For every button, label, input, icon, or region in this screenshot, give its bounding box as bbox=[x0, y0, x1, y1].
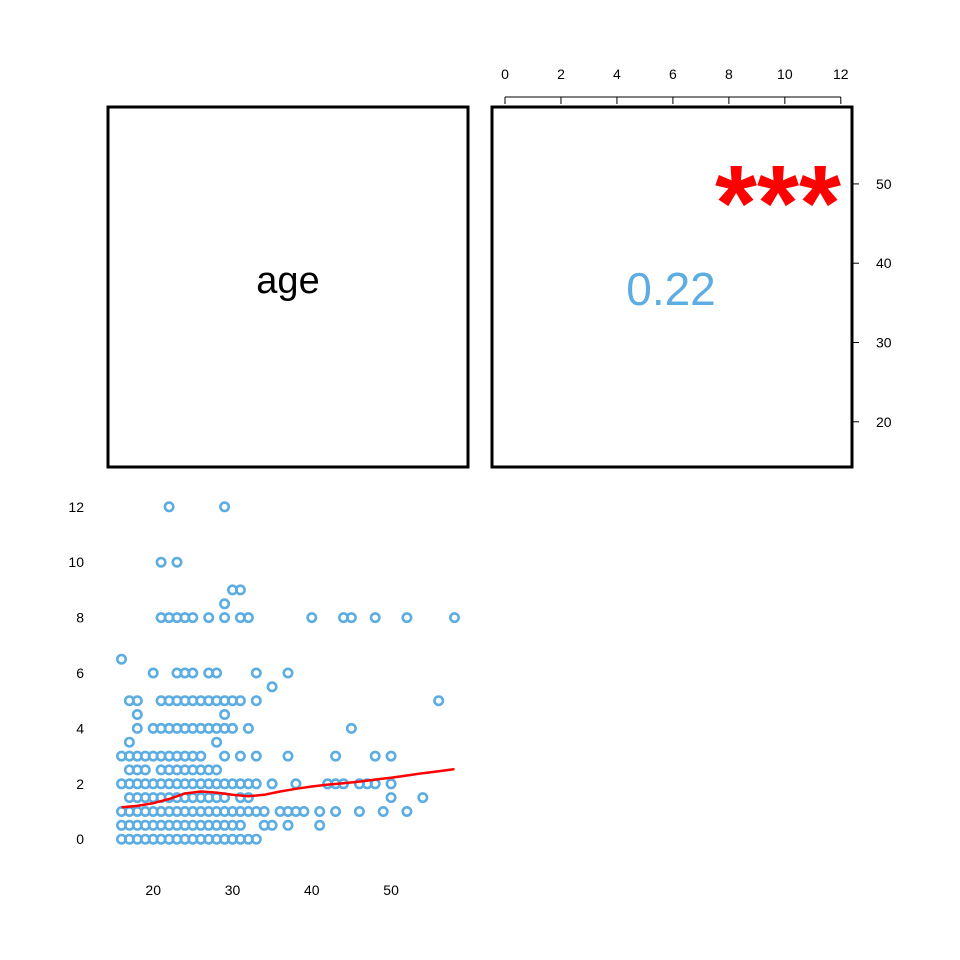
right-axis-tick-label: 30 bbox=[876, 335, 892, 351]
scatter-point bbox=[116, 653, 128, 665]
scatter-point bbox=[250, 778, 262, 790]
top-axis-tick-label: 0 bbox=[501, 66, 509, 82]
y-tick-label: 8 bbox=[76, 610, 84, 626]
scatter-point bbox=[139, 764, 151, 776]
scatter-point bbox=[234, 750, 246, 762]
scatter-point bbox=[369, 612, 381, 624]
significance-stars: *** bbox=[715, 142, 841, 263]
scatter-point bbox=[282, 667, 294, 679]
scatter-point bbox=[242, 792, 254, 804]
scatter-point bbox=[385, 778, 397, 790]
y-tick-label: 4 bbox=[76, 720, 84, 736]
variable-label: age bbox=[256, 260, 319, 302]
scatter-point bbox=[448, 612, 460, 624]
scatter-point bbox=[401, 612, 413, 624]
scatter-point bbox=[131, 708, 143, 720]
scatter-point bbox=[345, 722, 357, 734]
right-axis-tick-label: 50 bbox=[876, 176, 892, 192]
scatter-point bbox=[155, 556, 167, 568]
scatter-point bbox=[195, 750, 207, 762]
scatter-point bbox=[417, 792, 429, 804]
top-axis: 0 2 4 6 8 10 12 bbox=[501, 66, 849, 104]
scatter-point bbox=[369, 750, 381, 762]
y-tick-label: 2 bbox=[76, 776, 84, 792]
scatter-point bbox=[250, 695, 262, 707]
scatter-point bbox=[219, 598, 231, 610]
right-axis-tick-label: 40 bbox=[876, 255, 892, 271]
scatter-point bbox=[211, 736, 223, 748]
scatter-point bbox=[123, 736, 135, 748]
scatter-point bbox=[219, 750, 231, 762]
y-tick-label: 0 bbox=[76, 831, 84, 847]
scatter-point bbox=[203, 612, 215, 624]
correlation-panel: 0.22 *** 0 2 4 6 8 10 12 20 30 40 50 bbox=[490, 66, 892, 469]
diagonal-panel: age bbox=[106, 105, 470, 469]
scatter-point bbox=[385, 792, 397, 804]
scatter-panel: 0 2 4 6 8 10 12 20 30 40 50 bbox=[68, 499, 460, 898]
scatter-point bbox=[227, 722, 239, 734]
scatter-point bbox=[187, 612, 199, 624]
scatter-point bbox=[171, 556, 183, 568]
y-tick-label: 6 bbox=[76, 665, 84, 681]
top-axis-tick-label: 10 bbox=[777, 66, 793, 82]
scatter-point bbox=[234, 584, 246, 596]
y-tick-label: 12 bbox=[68, 499, 84, 515]
x-tick-label: 30 bbox=[225, 882, 241, 898]
scatter-point bbox=[266, 819, 278, 831]
right-axis-tick-label: 20 bbox=[876, 414, 892, 430]
bottom-axis: 20 30 40 50 bbox=[145, 882, 399, 898]
scatter-point bbox=[258, 805, 270, 817]
scatter-point bbox=[187, 667, 199, 679]
scatter-points bbox=[116, 501, 460, 845]
scatter-point bbox=[147, 667, 159, 679]
scatter-point bbox=[330, 750, 342, 762]
scatter-point bbox=[131, 695, 143, 707]
x-tick-label: 50 bbox=[383, 882, 399, 898]
scatter-point bbox=[250, 833, 262, 845]
scatter-point bbox=[219, 501, 231, 513]
top-axis-tick-label: 2 bbox=[557, 66, 565, 82]
smooth-line bbox=[121, 767, 455, 809]
scatter-point bbox=[131, 722, 143, 734]
scatter-point bbox=[266, 778, 278, 790]
left-axis: 0 2 4 6 8 10 12 bbox=[68, 499, 84, 847]
scatter-point bbox=[401, 805, 413, 817]
scatter-point bbox=[282, 819, 294, 831]
scatter-point bbox=[211, 667, 223, 679]
y-tick-label: 10 bbox=[68, 554, 84, 570]
scatter-point bbox=[290, 778, 302, 790]
scatter-point bbox=[433, 695, 445, 707]
x-tick-label: 20 bbox=[145, 882, 161, 898]
correlation-value: 0.22 bbox=[626, 263, 716, 315]
scatter-point bbox=[385, 750, 397, 762]
scatter-point bbox=[163, 501, 175, 513]
right-axis: 20 30 40 50 bbox=[851, 176, 892, 430]
scatter-point bbox=[353, 805, 365, 817]
scatter-point bbox=[234, 819, 246, 831]
top-axis-tick-label: 4 bbox=[613, 66, 621, 82]
scatter-point bbox=[314, 805, 326, 817]
scatter-point bbox=[211, 764, 223, 776]
scatter-point bbox=[250, 667, 262, 679]
scatter-point bbox=[377, 805, 389, 817]
scatter-point bbox=[242, 722, 254, 734]
x-tick-label: 40 bbox=[304, 882, 320, 898]
scatter-point bbox=[266, 681, 278, 693]
scatter-point bbox=[242, 612, 254, 624]
scatter-point bbox=[314, 819, 326, 831]
scatter-point bbox=[306, 612, 318, 624]
scatter-point bbox=[330, 805, 342, 817]
scatter-point bbox=[345, 612, 357, 624]
scatter-point bbox=[250, 750, 262, 762]
top-axis-tick-label: 12 bbox=[833, 66, 849, 82]
top-axis-tick-label: 6 bbox=[669, 66, 677, 82]
scatter-point bbox=[219, 612, 231, 624]
scatter-point bbox=[219, 708, 231, 720]
top-axis-tick-label: 8 bbox=[725, 66, 733, 82]
diagonal-panel-frame bbox=[106, 105, 470, 469]
scatter-point bbox=[282, 750, 294, 762]
scatter-point bbox=[234, 695, 246, 707]
scatter-point bbox=[298, 805, 310, 817]
